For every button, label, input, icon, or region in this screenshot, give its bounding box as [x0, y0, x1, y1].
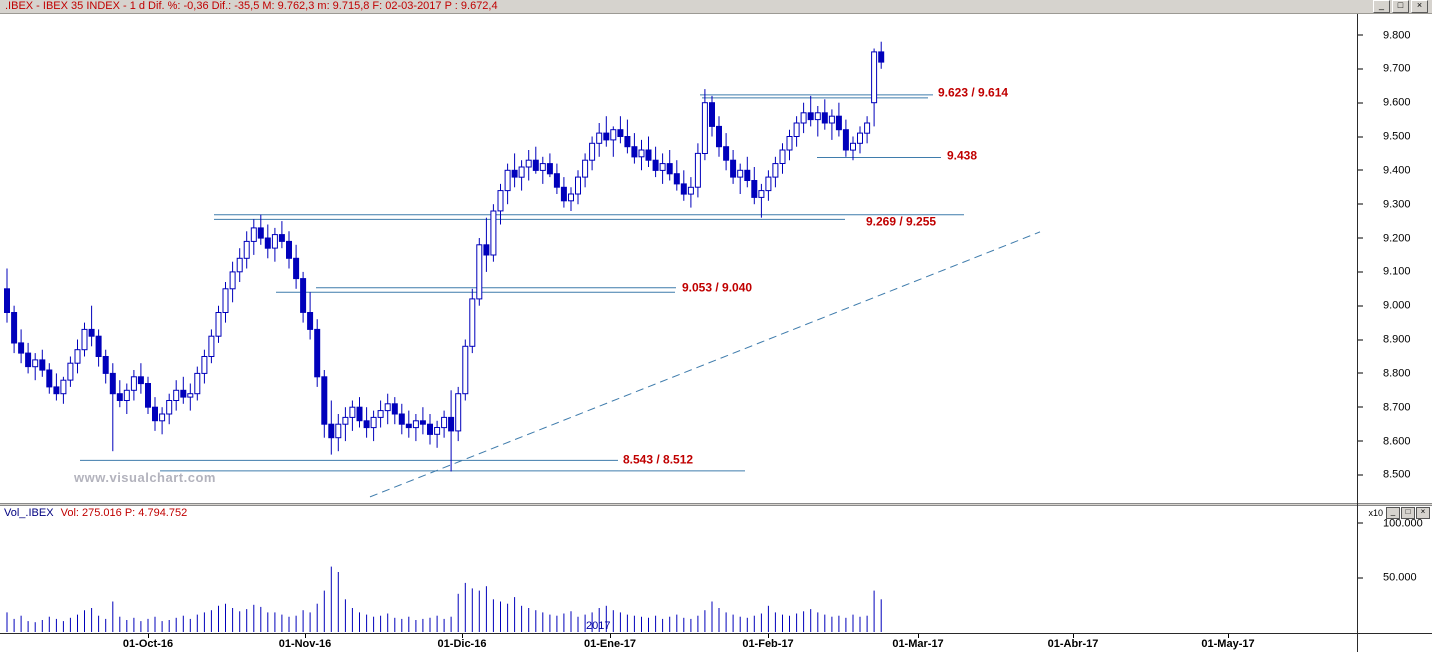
- year-label: 2017: [586, 620, 611, 632]
- price-axis-tick: 9.000: [1358, 300, 1411, 312]
- volume-series-label: Vol_.IBEX: [4, 507, 54, 519]
- volume-restore-icon[interactable]: □: [1401, 507, 1415, 519]
- volume-close-icon[interactable]: ×: [1416, 507, 1430, 519]
- axis-corner: [1358, 633, 1432, 652]
- time-axis-tick: [148, 634, 149, 638]
- time-axis-label: 01-Nov-16: [278, 638, 332, 650]
- price-chart-panel[interactable]: 9.623 / 9.614 9.438 9.269 / 9.255 9.053 / 9…: [0, 14, 1357, 503]
- time-axis-tick: [462, 634, 463, 638]
- axis-column: 9.800 9.700 9.600 9.500 9.400 9.300 9.200 9.100…: [1357, 14, 1432, 652]
- price-axis-tick: 9.500: [1358, 131, 1411, 143]
- time-axis[interactable]: 01-Oct-16 01-Nov-16 01-Dic-16 01-Ene-17 01-F…: [0, 633, 1357, 652]
- volume-chart[interactable]: [0, 506, 1357, 633]
- price-axis-tick: 8.800: [1358, 367, 1411, 379]
- window-title: .IBEX - IBEX 35 INDEX - 1 d Dif. %: -0,3…: [5, 0, 498, 12]
- price-axis-tick: 9.400: [1358, 164, 1411, 176]
- time-axis-label: 01-Feb-17: [742, 638, 794, 650]
- volume-multiplier-label: x10: [1368, 508, 1383, 518]
- close-icon[interactable]: ×: [1411, 0, 1428, 13]
- time-axis-label: 01-Ene-17: [584, 638, 636, 650]
- watermark: www.visualchart.com: [74, 470, 216, 485]
- price-axis-tick: 9.600: [1358, 97, 1411, 109]
- price-axis-tick: 8.900: [1358, 334, 1411, 346]
- price-axis-tick: 8.700: [1358, 401, 1411, 413]
- volume-axis-tick: 50.000: [1358, 572, 1417, 584]
- main-area: 9.623 / 9.614 9.438 9.269 / 9.255 9.053 / 9…: [0, 14, 1432, 652]
- volume-axis-tick: 100.000: [1358, 517, 1423, 529]
- time-axis-label: 01-Abr-17: [1047, 638, 1099, 650]
- minimize-icon[interactable]: _: [1373, 0, 1390, 13]
- candlestick-chart[interactable]: [0, 14, 1357, 503]
- volume-minimize-icon[interactable]: _: [1386, 507, 1400, 519]
- price-axis[interactable]: 9.800 9.700 9.600 9.500 9.400 9.300 9.200 9.100…: [1358, 14, 1432, 503]
- panel-splitter[interactable]: [0, 503, 1357, 506]
- volume-values-label: Vol: 275.016 P: 4.794.752: [60, 507, 188, 519]
- time-axis-label: 01-Mar-17: [892, 638, 944, 650]
- price-axis-tick: 9.800: [1358, 29, 1411, 41]
- time-axis-tick: [305, 634, 306, 638]
- support-resistance-label: 8.543 / 8.512: [623, 452, 694, 467]
- time-axis-tick: [610, 634, 611, 638]
- chart-column: 9.623 / 9.614 9.438 9.269 / 9.255 9.053 / 9…: [0, 14, 1357, 652]
- titlebar[interactable]: .IBEX - IBEX 35 INDEX - 1 d Dif. %: -0,3…: [0, 0, 1432, 14]
- price-axis-tick: 9.200: [1358, 232, 1411, 244]
- volume-axis[interactable]: x10 _ □ × 100.000 50.000: [1358, 506, 1432, 633]
- price-axis-tick: 9.100: [1358, 266, 1411, 278]
- volume-panel[interactable]: Vol_.IBEX Vol: 275.016 P: 4.794.752 2017: [0, 506, 1357, 633]
- support-resistance-label: 9.053 / 9.040: [682, 280, 753, 295]
- time-axis-label: 01-Dic-16: [437, 638, 487, 650]
- window-controls: _ □ ×: [1373, 0, 1430, 13]
- time-axis-tick: [768, 634, 769, 638]
- time-axis-tick: [1073, 634, 1074, 638]
- time-axis-label: 01-May-17: [1201, 638, 1255, 650]
- support-resistance-label: 9.623 / 9.614: [938, 85, 1009, 100]
- restore-icon[interactable]: □: [1392, 0, 1409, 13]
- time-axis-tick: [1228, 634, 1229, 638]
- time-axis-tick: [918, 634, 919, 638]
- volume-header: Vol_.IBEX Vol: 275.016 P: 4.794.752: [4, 507, 187, 519]
- volume-pane-controls: x10 _ □ ×: [1368, 507, 1430, 519]
- price-axis-tick: 8.600: [1358, 435, 1411, 447]
- support-resistance-label: 9.438: [947, 148, 978, 163]
- support-resistance-label: 9.269 / 9.255: [866, 214, 937, 229]
- price-axis-tick: 8.500: [1358, 469, 1411, 481]
- price-axis-tick: 9.300: [1358, 198, 1411, 210]
- axis-splitter: [1358, 503, 1432, 506]
- time-axis-label: 01-Oct-16: [122, 638, 174, 650]
- price-axis-tick: 9.700: [1358, 63, 1411, 75]
